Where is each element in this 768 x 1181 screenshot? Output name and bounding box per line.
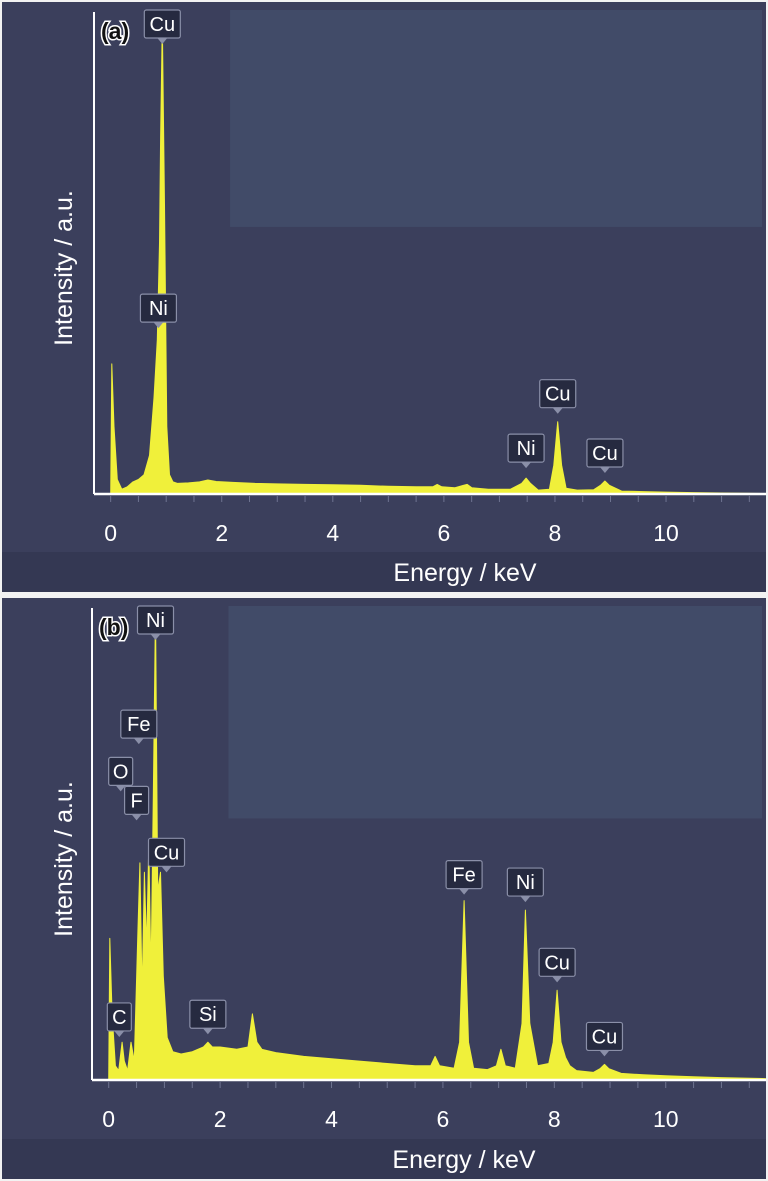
chart-b-peak-label-text: Ni <box>516 872 535 894</box>
chart-b-peak-label-text: Cu <box>154 842 180 864</box>
chart-b-x-tick-label: 8 <box>548 1106 561 1132</box>
chart-b-peak-label: Si <box>189 999 227 1035</box>
chart-a-x-axis-label: Energy / keV <box>393 559 536 587</box>
chart-a-x-tick-label: 2 <box>215 520 228 546</box>
chart-b-peak-label-pointer <box>552 976 563 983</box>
chart-b-peak-label-pointer <box>459 888 470 895</box>
chart-a-x-tick-label: 10 <box>653 520 679 546</box>
chart-a-peak-label-text: Ni <box>517 438 536 460</box>
chart-b-peak-label: C <box>106 1002 132 1037</box>
chart-b-x-tick-label: 0 <box>102 1106 115 1132</box>
chart-a-peak-label: Ni <box>507 433 545 469</box>
chart-b-peak-label-box <box>506 867 544 897</box>
chart-a-x-tick-label: 6 <box>437 520 450 546</box>
chart-b-peak-label-box <box>106 1002 132 1032</box>
chart-b-x-tick-label: 6 <box>437 1106 450 1132</box>
chart-a-svg: 0 2 4 6 8 10 Energy / keV Intensity / a.u. (a) Cu… <box>2 9 766 592</box>
chart-b-peak-label: Ni <box>136 605 175 640</box>
chart-b-peak-label-text: Fe <box>452 865 475 887</box>
chart-a-x-tick-label: 0 <box>104 520 117 546</box>
chart-b-peak-label-text: F <box>130 790 142 812</box>
chart-b-peak-label-pointer <box>114 1030 125 1037</box>
chart-a-peak-label-pointer <box>599 466 610 473</box>
chart-b-y-axis-label: Intensity / a.u. <box>50 781 78 937</box>
chart-b-peak-label-text: C <box>112 1007 126 1029</box>
chart-a-peak-label-text: Ni <box>149 298 168 320</box>
chart-b-peak-label-pointer <box>150 634 161 640</box>
chart-b-peak-label: O <box>108 756 134 792</box>
chart-b-peak-label-box <box>108 756 134 786</box>
chart-b-peak-label-text: Si <box>199 1004 217 1026</box>
chart-b-background-inset <box>228 606 762 819</box>
chart-a-peak-label: Cu <box>539 379 577 414</box>
chart-b-peak-label-text: Ni <box>146 610 165 632</box>
chart-a-y-axis-label: Intensity / a.u. <box>50 190 78 346</box>
chart-a-background-inset <box>230 10 763 227</box>
chart-b-footer-strip <box>2 1139 766 1179</box>
chart-b-peak-label-pointer <box>131 814 142 821</box>
chart-a-peak-label-text: Cu <box>592 443 618 465</box>
chart-b-peak-label-pointer <box>161 866 172 873</box>
chart-a-spectrum <box>104 21 766 495</box>
chart-b-peak-label-text: Cu <box>544 952 570 974</box>
chart-b-peak-label-text: Fe <box>127 714 150 736</box>
chart-a-peak-label-pointer <box>521 462 532 469</box>
chart-a-footer-strip <box>2 552 766 592</box>
chart-b-peak-label-pointer <box>115 785 126 792</box>
chart-panel-b: 0 2 4 6 8 10 Energy / keV Intensity / a.u. (b) Ni… <box>2 598 766 1179</box>
chart-b-peak-label: Cu <box>538 947 576 983</box>
chart-b-x-axis-label: Energy / keV <box>392 1146 535 1174</box>
chart-b-peak-label: Fe <box>445 860 483 895</box>
chart-b-peak-label: F <box>123 785 150 821</box>
chart-a-peak-label-text: Cu <box>545 384 571 406</box>
chart-a-peak-label: Cu <box>586 438 624 473</box>
chart-b-peak-label: Cu <box>147 837 186 873</box>
chart-a-panel-letter: (a) <box>101 18 129 44</box>
chart-b-x-tick-label: 10 <box>653 1106 679 1132</box>
chart-b-x-tick-label: 2 <box>214 1106 227 1132</box>
chart-a-peak-label-pointer <box>552 407 563 414</box>
chart-b-peak-label-pointer <box>133 738 144 745</box>
chart-a-peak-label-pointer <box>153 322 164 329</box>
chart-b-peak-label-pointer <box>599 1050 610 1057</box>
chart-a-peak-label: Ni <box>139 293 178 329</box>
chart-b-peak-label: Cu <box>585 1021 624 1057</box>
chart-panel-a: 0 2 4 6 8 10 Energy / keV Intensity / a.u. (a) Cu… <box>2 2 766 592</box>
chart-b-peak-label-text: Cu <box>592 1026 618 1048</box>
chart-b-peak-label-pointer <box>202 1028 213 1035</box>
chart-b-peak-label: Ni <box>506 867 544 903</box>
chart-b-spectrum <box>102 607 766 1081</box>
chart-a-peak-label-pointer <box>157 38 168 44</box>
chart-b-svg: 0 2 4 6 8 10 Energy / keV Intensity / a.u. (b) Ni… <box>2 605 766 1179</box>
chart-a-x-tick-label: 8 <box>549 520 562 546</box>
chart-b-peak-label-pointer <box>520 896 531 903</box>
chart-b-peak-label: Fe <box>120 709 158 745</box>
chart-a-x-tick-label: 4 <box>326 520 339 546</box>
chart-a-peak-label-text: Cu <box>150 14 176 36</box>
chart-b-panel-letter: (b) <box>99 614 128 640</box>
chart-a-peak-label: Cu <box>143 9 181 44</box>
chart-b-x-tick-label: 4 <box>325 1106 338 1132</box>
chart-b-peak-label-text: O <box>113 761 129 783</box>
